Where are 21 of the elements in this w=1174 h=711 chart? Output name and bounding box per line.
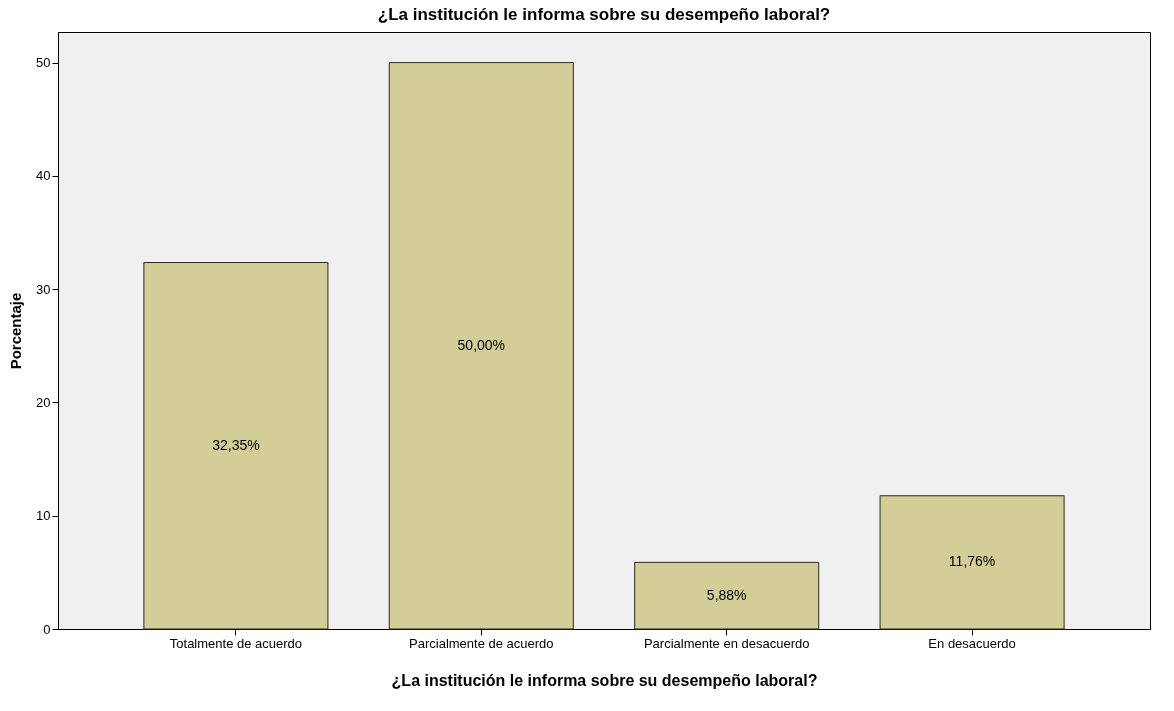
data-label: 32,35% <box>212 436 260 453</box>
y-tick-label: 20 <box>36 394 51 410</box>
y-tick-label: 40 <box>36 168 51 184</box>
x-tick-label: Parcialmente en desacuerdo <box>643 635 810 651</box>
y-tick-label: 50 <box>36 55 51 71</box>
bar <box>143 262 329 630</box>
bar <box>879 495 1065 630</box>
y-axis-title: Porcentaje <box>7 292 25 370</box>
bar <box>634 561 820 630</box>
x-axis-title: ¿La institución le informa sobre su desempeño laboral? <box>391 671 818 689</box>
data-label: 50,00% <box>457 336 506 353</box>
y-tick-label: 10 <box>36 508 51 524</box>
y-tick-label: 0 <box>43 621 51 637</box>
x-tick-label: En desacuerdo <box>928 635 1016 651</box>
x-tick-label: Totalmente de acuerdo <box>169 635 303 651</box>
y-tick-label: 30 <box>36 281 51 297</box>
data-label: 11,76% <box>948 553 996 570</box>
x-tick-label: Parcialmente de acuerdo <box>409 635 554 651</box>
data-label: 5,88% <box>706 586 747 603</box>
bar <box>388 62 574 630</box>
chart-title: ¿La institución le informa sobre su desempeño laboral? <box>377 5 831 24</box>
